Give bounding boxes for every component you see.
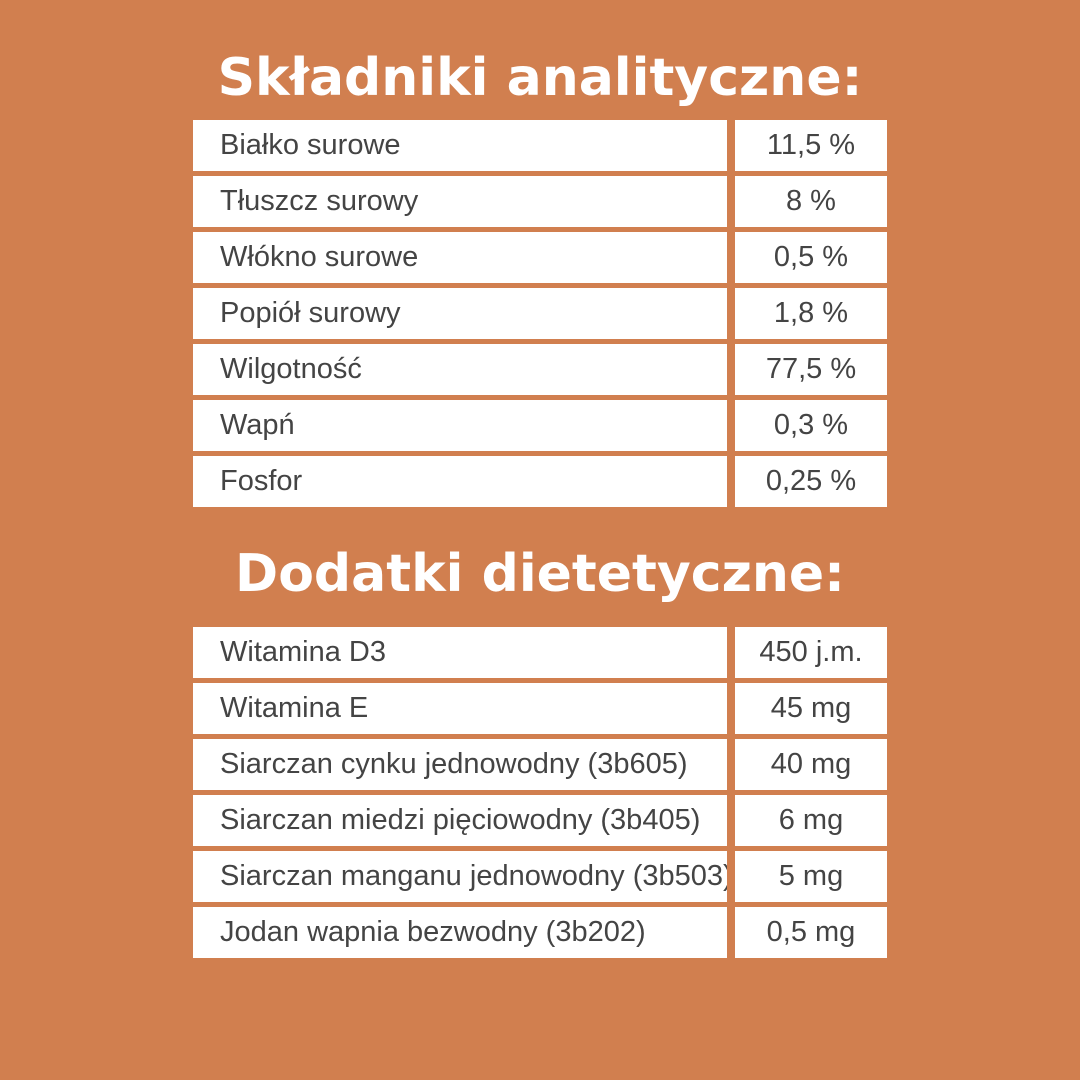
row-label: Witamina D3 xyxy=(193,627,727,678)
table-row: Siarczan manganu jednowodny (3b503) 5 mg xyxy=(193,851,887,902)
row-label: Siarczan manganu jednowodny (3b503) xyxy=(193,851,727,902)
row-label: Włókno surowe xyxy=(193,232,727,283)
table-row: Tłuszcz surowy 8 % xyxy=(193,176,887,227)
row-value: 0,5 mg xyxy=(735,907,887,958)
row-label: Wapń xyxy=(193,400,727,451)
row-value: 8 % xyxy=(735,176,887,227)
row-value: 1,8 % xyxy=(735,288,887,339)
table-row: Wapń 0,3 % xyxy=(193,400,887,451)
table-row: Włókno surowe 0,5 % xyxy=(193,232,887,283)
row-value: 45 mg xyxy=(735,683,887,734)
row-label: Tłuszcz surowy xyxy=(193,176,727,227)
dietary-additives-title: Dodatki dietetyczne: xyxy=(235,544,845,604)
row-value: 40 mg xyxy=(735,739,887,790)
dietary-additives-table: Witamina D3 450 j.m. Witamina E 45 mg Si… xyxy=(193,627,887,958)
row-label: Białko surowe xyxy=(193,120,727,171)
row-value: 0,5 % xyxy=(735,232,887,283)
row-label: Wilgotność xyxy=(193,344,727,395)
row-label: Siarczan miedzi pięciowodny (3b405) xyxy=(193,795,727,846)
table-row: Fosfor 0,25 % xyxy=(193,456,887,507)
table-row: Witamina D3 450 j.m. xyxy=(193,627,887,678)
table-row: Siarczan miedzi pięciowodny (3b405) 6 mg xyxy=(193,795,887,846)
row-value: 6 mg xyxy=(735,795,887,846)
row-label: Fosfor xyxy=(193,456,727,507)
row-value: 450 j.m. xyxy=(735,627,887,678)
row-value: 5 mg xyxy=(735,851,887,902)
table-row: Wilgotność 77,5 % xyxy=(193,344,887,395)
row-value: 0,25 % xyxy=(735,456,887,507)
row-value: 0,3 % xyxy=(735,400,887,451)
table-row: Białko surowe 11,5 % xyxy=(193,120,887,171)
table-row: Witamina E 45 mg xyxy=(193,683,887,734)
analytical-constituents-title: Składniki analityczne: xyxy=(217,48,863,108)
analytical-constituents-table: Białko surowe 11,5 % Tłuszcz surowy 8 % … xyxy=(193,120,887,507)
row-label: Siarczan cynku jednowodny (3b605) xyxy=(193,739,727,790)
row-label: Jodan wapnia bezwodny (3b202) xyxy=(193,907,727,958)
row-label: Popiół surowy xyxy=(193,288,727,339)
row-label: Witamina E xyxy=(193,683,727,734)
row-value: 11,5 % xyxy=(735,120,887,171)
row-value: 77,5 % xyxy=(735,344,887,395)
table-row: Jodan wapnia bezwodny (3b202) 0,5 mg xyxy=(193,907,887,958)
table-row: Popiół surowy 1,8 % xyxy=(193,288,887,339)
table-row: Siarczan cynku jednowodny (3b605) 40 mg xyxy=(193,739,887,790)
